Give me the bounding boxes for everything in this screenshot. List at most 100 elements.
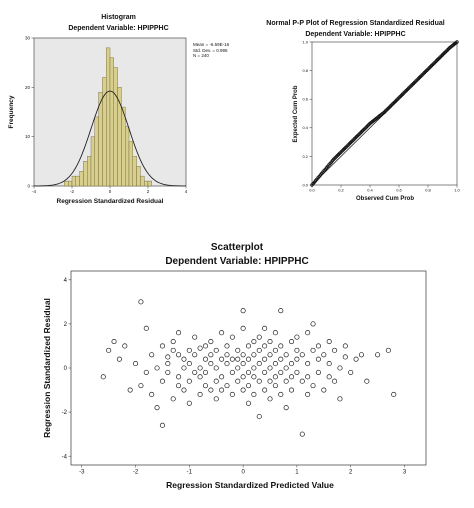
scatter-point bbox=[240, 325, 246, 331]
scatterplot-x-tick-label: 1 bbox=[295, 470, 299, 476]
histogram-bar bbox=[143, 180, 149, 187]
pp-x-tick-label: 0.0 bbox=[309, 188, 315, 193]
scatter-point bbox=[310, 321, 316, 327]
scatter-point bbox=[337, 365, 343, 371]
scatter-point bbox=[267, 338, 273, 345]
histogram-y-tick-label: 20 bbox=[25, 85, 31, 90]
histogram-x-tick-label: -4 bbox=[32, 189, 36, 194]
scatter-point bbox=[272, 347, 278, 353]
scatter-point bbox=[326, 374, 332, 380]
pp-point bbox=[455, 40, 459, 44]
scatterplot-subtitle: Dependent Variable: HPIPPHC bbox=[165, 256, 309, 267]
scatterplot-y-tick-label: -4 bbox=[62, 454, 68, 460]
scatterplot-x-tick-label: -1 bbox=[187, 470, 193, 476]
scatter-point bbox=[224, 361, 230, 367]
histogram-x-tick-label: 2 bbox=[147, 189, 150, 194]
scatter-point bbox=[288, 361, 295, 367]
scatter-point bbox=[272, 330, 278, 336]
scatter-point bbox=[267, 378, 273, 384]
scatter-point bbox=[165, 361, 171, 367]
pp-x-tick-label: 0.8 bbox=[425, 188, 431, 193]
scatter-point bbox=[208, 361, 214, 367]
scatter-point bbox=[283, 352, 289, 358]
scatter-point bbox=[235, 365, 241, 371]
scatter-point bbox=[251, 338, 257, 345]
scatter-point bbox=[176, 330, 182, 336]
scatterplot-x-tick-label: 2 bbox=[349, 470, 353, 476]
scatter-point bbox=[305, 374, 311, 380]
pp-x-tick-label: 1.0 bbox=[454, 188, 460, 193]
scatterplot-chart: -3 -2 -1 0 1 2 3 -4 -2 0 2 4 Regression Standardiz… bbox=[42, 270, 427, 490]
scatter-point bbox=[159, 422, 165, 428]
histogram-bar bbox=[136, 166, 141, 187]
scatter-point bbox=[192, 352, 198, 358]
scatter-point bbox=[229, 356, 235, 362]
scatter-point bbox=[240, 352, 246, 358]
histogram-bar bbox=[71, 175, 76, 187]
scatterplot-panel: Scatterplot Dependent Variable: HPIPPHC … bbox=[0, 215, 474, 508]
scatter-point bbox=[159, 343, 165, 349]
scatter-point bbox=[348, 369, 354, 375]
scatter-point bbox=[272, 374, 278, 380]
scatter-point bbox=[262, 369, 268, 375]
histogram-bar bbox=[79, 170, 84, 187]
scatter-point bbox=[256, 334, 262, 340]
pp-plot-title: Normal P-P Plot of Regression Standardiz… bbox=[266, 20, 445, 27]
scatter-point bbox=[278, 308, 284, 314]
pp-plot-chart: 0.0 0.2 0.4 0.6 0.8 1.0 0.0 0.2 0.4 0.6 0.8 1.0 Ob… bbox=[293, 39, 461, 202]
scatter-point bbox=[294, 356, 300, 362]
scatter-point bbox=[299, 431, 305, 437]
scatter-point bbox=[245, 400, 252, 406]
histogram-panel: Histogram Dependent Variable: HPIPPHC -4… bbox=[0, 0, 237, 215]
scatter-point bbox=[245, 383, 252, 389]
scatter-point bbox=[235, 347, 241, 353]
scatter-point bbox=[229, 391, 235, 398]
scatter-point bbox=[288, 387, 295, 393]
histogram-bar bbox=[67, 180, 73, 187]
scatter-point bbox=[197, 365, 203, 371]
pp-y-tick-label: 0.4 bbox=[302, 125, 308, 130]
scatterplot-title: Scatterplot bbox=[210, 242, 264, 253]
scatter-point bbox=[262, 356, 268, 362]
scatter-point bbox=[272, 383, 278, 389]
pp-plot-panel: Normal P-P Plot of Regression Standardiz… bbox=[237, 0, 474, 215]
scatter-point bbox=[100, 374, 106, 380]
scatter-point bbox=[213, 396, 219, 402]
scatter-point bbox=[358, 352, 365, 358]
scatter-point bbox=[181, 356, 187, 362]
scatter-point bbox=[159, 378, 165, 384]
scatter-point bbox=[106, 347, 112, 353]
scatter-point bbox=[219, 387, 225, 393]
scatter-point bbox=[256, 347, 262, 353]
scatter-point bbox=[143, 369, 149, 375]
histogram-stat-sd: Std. Dev. = 0.995 bbox=[193, 47, 228, 53]
scatter-point bbox=[326, 361, 332, 367]
scatter-point bbox=[181, 365, 187, 371]
scatter-point bbox=[251, 352, 257, 358]
histogram-bar bbox=[132, 156, 137, 187]
scatter-point bbox=[149, 352, 155, 358]
scatterplot-plot-area bbox=[70, 270, 427, 466]
scatter-point bbox=[138, 383, 144, 389]
scatter-point bbox=[224, 383, 230, 389]
scatter-point bbox=[294, 334, 300, 340]
scatter-point bbox=[192, 334, 198, 340]
scatter-point bbox=[332, 347, 338, 353]
scatter-point bbox=[202, 356, 209, 362]
scatter-point bbox=[240, 374, 246, 380]
scatterplot-x-tick-label: 0 bbox=[241, 470, 245, 476]
scatter-point bbox=[208, 352, 214, 358]
scatter-point bbox=[385, 347, 391, 353]
scatter-point bbox=[219, 330, 225, 336]
scatter-point bbox=[332, 378, 338, 384]
scatter-point bbox=[186, 347, 192, 353]
scatter-point bbox=[256, 413, 262, 420]
scatter-point bbox=[278, 369, 284, 375]
histogram-subtitle: Dependent Variable: HPIPPHC bbox=[68, 25, 169, 32]
histogram-y-tick-label: 0 bbox=[27, 184, 30, 189]
scatter-point bbox=[310, 347, 316, 353]
pp-y-tick-label: 1.0 bbox=[302, 39, 308, 44]
scatter-point bbox=[272, 361, 278, 367]
histogram-bar bbox=[109, 57, 114, 187]
scatter-point bbox=[170, 347, 176, 353]
